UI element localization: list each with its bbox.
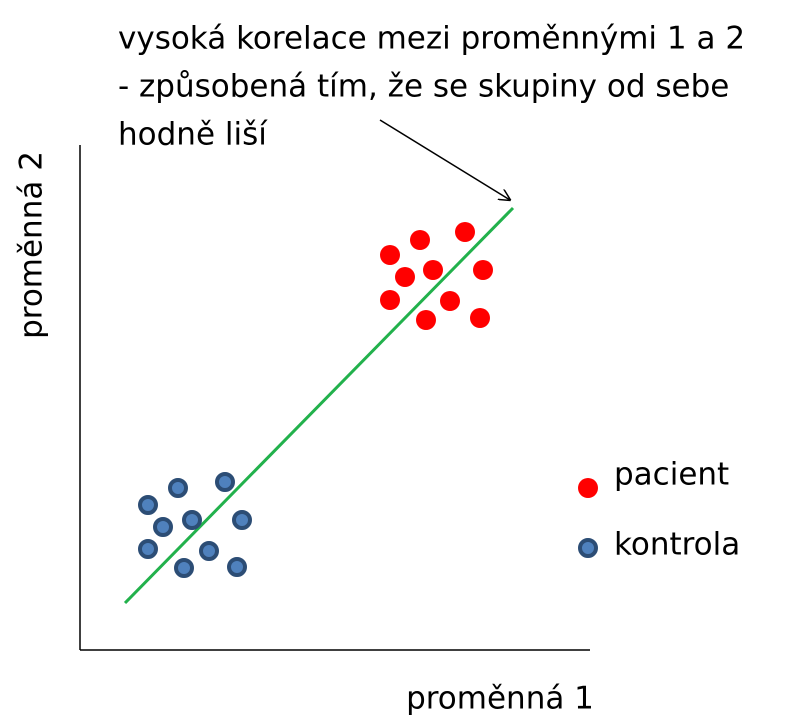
legend-label: kontrola — [614, 527, 740, 563]
point — [470, 308, 490, 328]
legend-marker — [578, 538, 598, 558]
point — [227, 557, 247, 577]
point — [455, 222, 475, 242]
pacient-points — [380, 222, 493, 330]
annotation-line: vysoká korelace mezi proměnnými 1 a 2 — [118, 21, 745, 57]
point — [138, 495, 158, 515]
point — [153, 517, 173, 537]
legend-marker — [578, 478, 598, 498]
y-axis-label: proměnná 2 — [14, 151, 50, 339]
arrow — [379, 119, 510, 200]
point — [168, 478, 188, 498]
point — [174, 558, 194, 578]
point — [473, 260, 493, 280]
point — [380, 245, 400, 265]
annotation-line: hodně liší — [118, 117, 268, 153]
point — [423, 260, 443, 280]
x-axis-label: proměnná 1 — [406, 681, 594, 717]
point — [395, 267, 415, 287]
point — [232, 510, 252, 530]
kontrola-points — [138, 472, 252, 578]
legend-label: pacient — [614, 457, 729, 493]
point — [440, 291, 460, 311]
point — [416, 310, 436, 330]
point — [199, 541, 219, 561]
trend-line — [123, 206, 515, 605]
annotation-line: - způsobená tím, že se skupiny od sebe — [118, 69, 729, 105]
point — [380, 290, 400, 310]
point — [138, 539, 158, 559]
point — [182, 510, 202, 530]
point — [410, 230, 430, 250]
point — [215, 472, 235, 492]
